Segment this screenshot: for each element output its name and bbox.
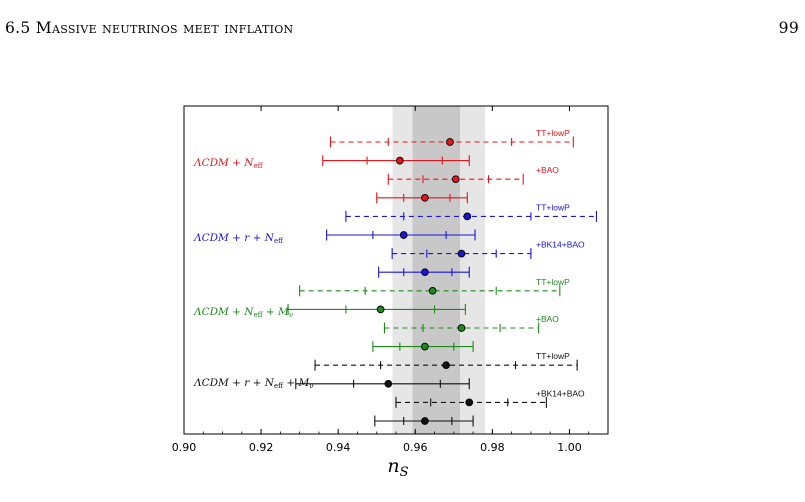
running-header-section: 6.5 Massive neutrinos meet inflation [5,19,293,37]
row-1-1: TT+lowP [329,128,574,148]
model-label-4: ΛCDM + r + Neff + Mν [193,377,314,390]
dataset-label: TT+lowP [536,277,570,287]
row-4-4 [374,415,474,427]
x-tick-label: 0.94 [326,441,351,454]
central-point [399,231,408,239]
section-title: Massive neutrinos meet inflation [35,19,294,37]
x-tick-label: 0.98 [480,441,505,454]
x-tick-label: 0.96 [403,441,428,454]
row-1-2 [322,155,470,167]
caption-fragment [0,484,805,502]
row-1-4 [376,192,468,204]
central-point [465,398,474,407]
dataset-label: TT+lowP [536,202,570,212]
row-4-3: +BK14+BAO [395,388,585,408]
band-2 [412,106,460,434]
row-2-2 [326,229,476,241]
error-bars: TT+lowP +BAO TT+lowP +BK14+BAO TT+lowP +BAO TT… [287,128,597,427]
x-tick-label: 0.90 [172,441,197,454]
row-4-1: TT+lowP [314,351,578,371]
central-point [446,138,454,146]
x-axis: 0.90 0.92 0.94 0.96 0.98 1.00 [172,106,609,454]
row-3-4 [372,341,474,353]
central-point [457,324,466,332]
central-point [457,249,466,258]
row-3-3: +BAO [383,314,559,334]
central-point [421,342,429,351]
row-4-2 [295,378,470,390]
row-2-4 [378,266,470,278]
central-point [384,379,393,388]
model-label-2: ΛCDM + r + Neff [193,232,284,245]
dataset-label: +BK14+BAO [536,240,585,250]
dataset-label: TT+lowP [536,128,570,138]
central-point [421,417,429,425]
model-labels: ΛCDM + Neff ΛCDM + r + Neff ΛCDM + Neff + … [193,157,314,390]
x-axis-label: nS [387,455,408,480]
row-3-2 [287,303,466,315]
central-point [421,193,429,202]
row-1-3: +BAO [387,165,559,185]
dataset-label: +BK14+BAO [536,388,585,398]
dataset-label: TT+lowP [536,351,570,361]
x-tick-label: 0.92 [249,441,274,454]
row-3-1: TT+lowP [299,277,570,297]
model-label-1: ΛCDM + Neff [193,157,264,170]
central-point [451,175,460,184]
row-2-1: TT+lowP [345,202,597,222]
central-point [428,286,437,295]
dataset-label: +BAO [536,165,559,175]
central-point [463,212,472,221]
central-point [421,268,429,277]
page-number: 99 [778,19,799,37]
central-point [396,156,404,165]
model-label-3: ΛCDM + Neff + Mν [193,306,293,319]
dataset-label: +BAO [536,314,559,324]
central-point [376,305,385,314]
section-number: 6.5 [5,19,36,37]
row-2-3: +BK14+BAO [391,240,585,260]
confidence-bands [392,106,486,434]
x-tick-label: 1.00 [557,441,582,454]
central-point [442,361,450,370]
